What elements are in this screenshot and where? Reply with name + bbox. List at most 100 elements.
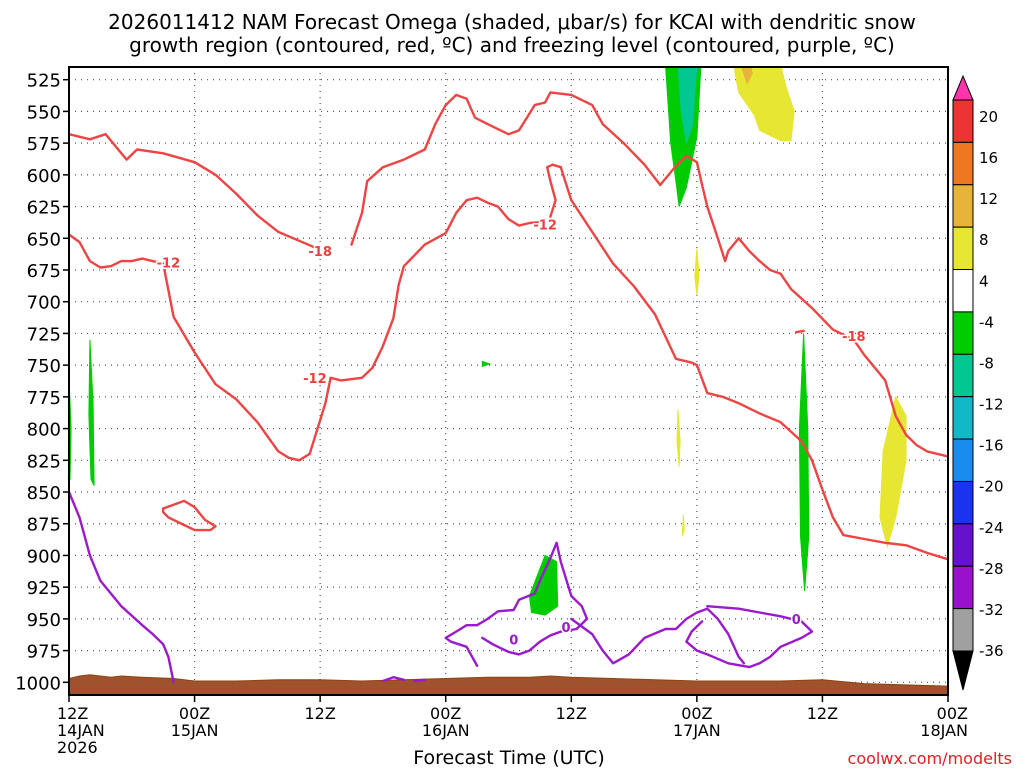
x-tick-label: 12Z [807,704,838,723]
omega-region [694,248,700,296]
colorbar-label: -20 [979,478,1004,496]
colorbar-swatch [952,438,974,482]
y-tick-label: 750 [27,356,61,377]
colorbar-swatch [952,396,974,440]
y-tick-label: 800 [27,420,61,441]
y-tick-label: 575 [27,134,61,155]
colorbar-swatch [952,311,974,355]
chart-title-line2: growth region (contoured, red, ºC) and f… [129,33,895,57]
colorbar-label: -12 [979,396,1004,414]
colorbar-swatch [952,353,974,398]
contour-label: 0 [792,613,801,628]
contour-label: -18 [308,245,332,260]
y-tick-label: 625 [27,198,61,219]
colorbar-swatch [952,184,974,228]
colorbar-bottom-arrow [952,650,974,691]
omega-region [681,514,685,537]
colorbar-label: -28 [979,560,1004,578]
x-tick-label: 18JAN [920,721,968,740]
x-tick-label: 14JAN [57,721,105,740]
freezing-contour-line [381,676,406,683]
omega-region [879,395,907,549]
y-tick-label: 675 [27,261,61,282]
y-tick-label: 875 [27,515,61,536]
freezing-contour-line [570,607,746,665]
x-tick-label: 00Z [681,704,712,723]
colorbar-swatch [952,226,974,271]
contour-label: -18 [842,330,866,345]
colorbar-label: 20 [979,108,998,126]
ground-layer [69,674,948,695]
freezing-contour-line [413,678,426,683]
y-tick-label: 900 [27,546,61,567]
colorbar-label: 12 [979,190,998,208]
dendritic-contour-line [350,91,948,458]
contour-labels: -12 -18 -12 -12 -18 0 0 0 [155,217,867,650]
dendritic-contour-line [69,196,547,462]
colorbar-label: 16 [979,149,998,167]
ground-area [69,674,948,695]
contour-label: -12 [157,257,181,272]
colorbar-swatch [952,141,974,186]
y-tick-label: 850 [27,483,61,504]
dendritic-contour-line [69,132,322,251]
x-tick-label: 15JAN [171,721,219,740]
x-tick-label: 2026 [57,738,98,757]
freezing-contour-line [685,605,814,669]
y-tick-label: 600 [27,166,61,187]
colorbar-swatch [952,99,974,143]
x-tick-label: 00Z [430,704,461,723]
x-tick-label: 00Z [937,704,968,723]
dendritic-contour-line [795,329,805,334]
x-tick-label: 12Z [57,704,88,723]
colorbar-swatch [952,269,974,313]
omega-region [677,67,698,144]
credit-text: coolwx.com/modelts [848,749,1012,768]
colorbar-label: 8 [979,231,989,249]
y-tick-label: 975 [27,642,61,663]
colorbar-swatch [952,608,974,652]
omega-region [798,333,810,592]
colorbar-swatch [952,565,974,610]
y-tick-label: 950 [27,610,61,631]
colorbar-label: -8 [979,354,994,372]
colorbar: 20 16 12 8 4 -4 -8 -12 -16 -20 -24 -28 -32 -36 [952,74,1004,691]
freezing-contour-line [444,541,589,667]
colorbar-label: -36 [979,642,1004,660]
y-tick-label: 925 [27,578,61,599]
plot-background [69,67,948,695]
omega-region [481,360,492,368]
x-tick-label: 00Z [179,704,210,723]
y-tick-label: 725 [27,324,61,345]
y-axis: 525 550 575 600 625 650 675 700 725 750 775 800 825 8… [15,71,69,694]
x-tick-label: 12Z [556,704,587,723]
dendritic-contours [69,91,948,561]
freezing-level-contours [69,490,814,684]
dendritic-contour-line [161,499,217,532]
y-tick-label: 700 [27,293,61,314]
x-tick-label: 17JAN [673,721,721,740]
x-tick-label: 16JAN [422,721,470,740]
chart-title-line1: 2026011412 NAM Forecast Omega (shaded, μ… [108,10,916,34]
freezing-contour-line [69,490,175,684]
y-tick-label: 525 [27,71,61,92]
y-tick-label: 825 [27,451,61,472]
colorbar-top-arrow [952,74,974,101]
colorbar-swatch [952,523,974,567]
colorbar-label: -24 [979,519,1004,537]
y-tick-label: 650 [27,229,61,250]
colorbar-label: -4 [979,313,994,331]
colorbar-label: -16 [979,437,1004,455]
omega-region [733,67,795,142]
y-tick-label: 550 [27,102,61,123]
colorbar-swatch [952,480,974,525]
contour-label: -12 [303,372,327,387]
colorbar-label: 4 [979,272,989,290]
omega-region [88,339,95,486]
y-tick-label: 1000 [15,673,61,694]
x-axis-label: Forecast Time (UTC) [413,747,604,768]
y-tick-label: 775 [27,388,61,409]
contour-label: -12 [533,219,557,234]
